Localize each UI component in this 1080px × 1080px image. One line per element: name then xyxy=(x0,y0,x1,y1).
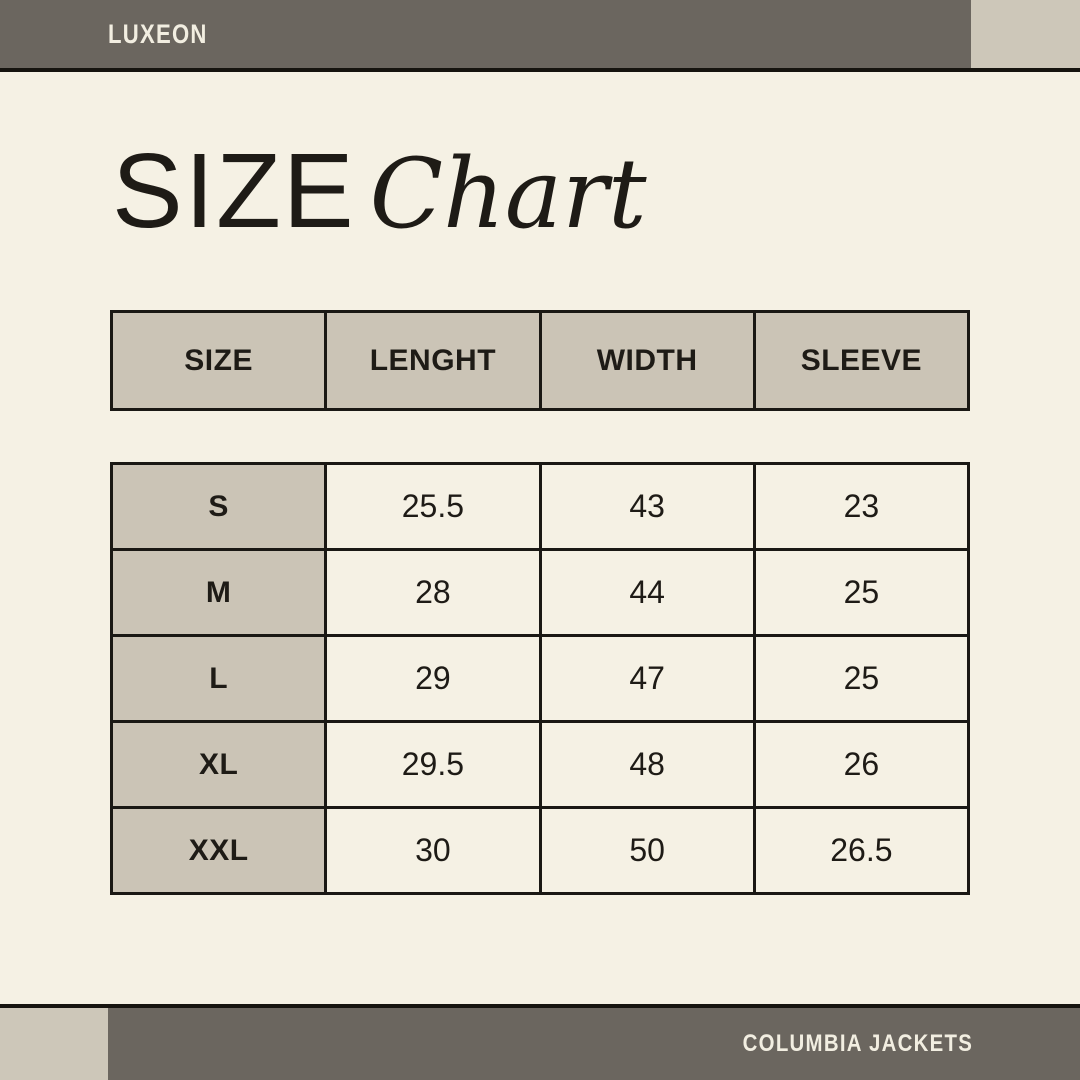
page-title: SIZE Chart xyxy=(112,138,647,244)
value-cell: 47 xyxy=(538,634,756,723)
value-cell: 26.5 xyxy=(752,806,971,895)
title-word-size: SIZE xyxy=(112,132,356,250)
footer-label: COLUMBIA JACKETS xyxy=(742,1030,973,1057)
table-row: XXL 30 50 26.5 xyxy=(109,806,971,895)
size-label-cell: XXL xyxy=(109,806,328,895)
value-cell: 48 xyxy=(538,720,756,809)
value-cell: 43 xyxy=(538,462,756,551)
bottom-bar-dark-band: COLUMBIA JACKETS xyxy=(108,1008,1080,1080)
brand-name: LUXEON xyxy=(108,18,208,49)
size-label-cell: S xyxy=(109,462,328,551)
bottom-bar: COLUMBIA JACKETS xyxy=(0,1004,1080,1080)
top-bar: LUXEON xyxy=(0,0,1080,72)
column-header-sleeve: SLEEVE xyxy=(752,310,971,411)
table-row: XL 29.5 48 26 xyxy=(109,720,971,809)
value-cell: 44 xyxy=(538,548,756,637)
header-row: SIZE LENGHT WIDTH SLEEVE xyxy=(109,310,971,411)
column-header-lenght: LENGHT xyxy=(324,310,542,411)
size-label-cell: L xyxy=(109,634,328,723)
value-cell: 25 xyxy=(752,634,971,723)
top-bar-accent-block xyxy=(971,0,1080,68)
table-row: S 25.5 43 23 xyxy=(109,462,971,551)
value-cell: 30 xyxy=(324,806,542,895)
top-bar-dark-band: LUXEON xyxy=(0,0,971,68)
table-row: L 29 47 25 xyxy=(109,634,971,723)
value-cell: 28 xyxy=(324,548,542,637)
size-chart-body: S 25.5 43 23 M 28 44 25 L 29 47 25 XL 29… xyxy=(109,462,971,895)
value-cell: 26 xyxy=(752,720,971,809)
value-cell: 25 xyxy=(752,548,971,637)
size-label-cell: XL xyxy=(109,720,328,809)
title-word-chart-script: Chart xyxy=(369,138,647,250)
size-label-cell: M xyxy=(109,548,328,637)
table-row: M 28 44 25 xyxy=(109,548,971,637)
value-cell: 23 xyxy=(752,462,971,551)
value-cell: 25.5 xyxy=(324,462,542,551)
value-cell: 29 xyxy=(324,634,542,723)
column-header-size: SIZE xyxy=(109,310,328,411)
value-cell: 50 xyxy=(538,806,756,895)
column-header-width: WIDTH xyxy=(538,310,756,411)
bottom-bar-accent-block xyxy=(0,1008,108,1080)
size-chart-header: SIZE LENGHT WIDTH SLEEVE xyxy=(109,310,971,411)
value-cell: 29.5 xyxy=(324,720,542,809)
